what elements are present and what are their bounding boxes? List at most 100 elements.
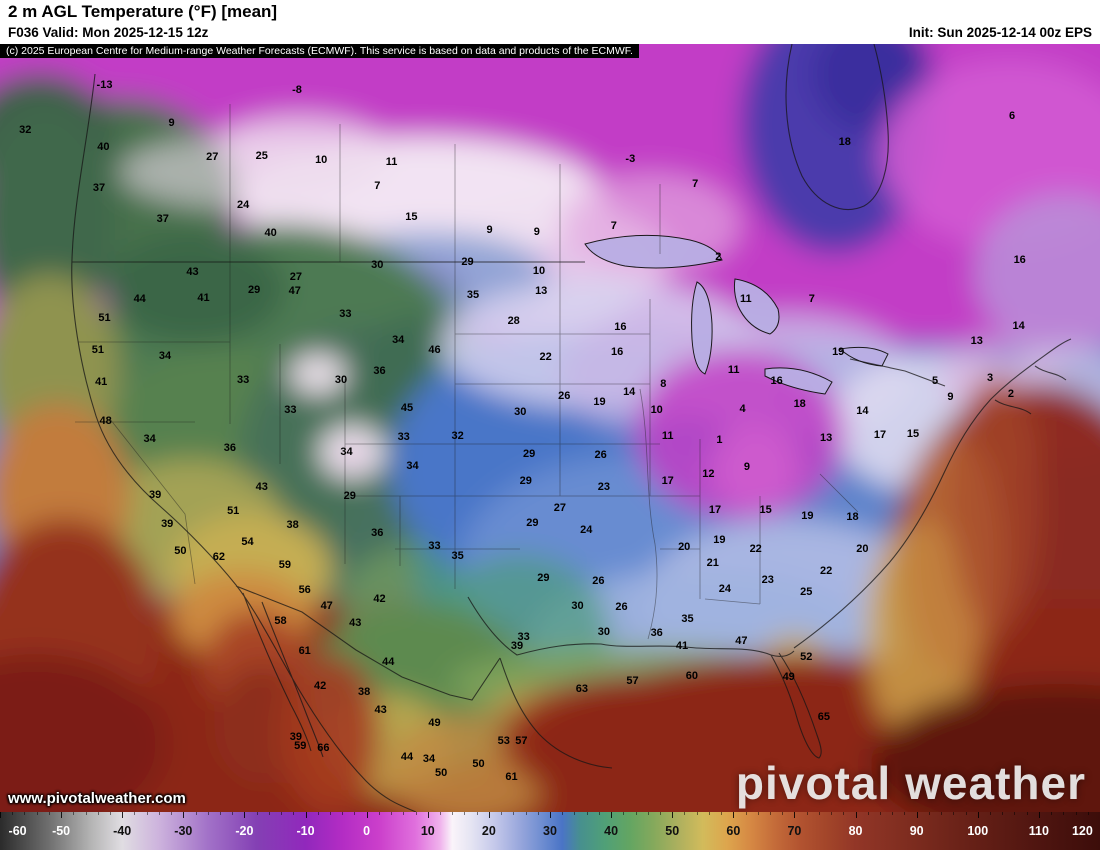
temp-label: 41 (197, 292, 210, 305)
temperature-colorbar: -60 -50 -40 -30 -20 -10 0 10 20 30 40 50 60 70 80 90 100… (0, 812, 1100, 850)
colorbar-tick-mark (183, 812, 185, 818)
temp-label: 30 (371, 259, 384, 272)
temp-label: 13 (819, 431, 833, 444)
temp-label: 13 (970, 335, 983, 348)
temp-label: 16 (770, 375, 783, 388)
colorbar-tick-mark (806, 812, 808, 815)
temp-label: 27 (206, 150, 219, 163)
colorbar-tick-mark (330, 812, 331, 815)
great-lakes (584, 234, 889, 395)
colorbar-tick-label: 70 (787, 824, 802, 838)
temp-label: 7 (692, 177, 699, 190)
colorbar-tick-mark (146, 812, 148, 815)
temp-label: 51 (91, 343, 105, 356)
colorbar-tick-mark (696, 812, 698, 815)
temp-label: 9 (168, 117, 175, 130)
temp-label: 17 (661, 474, 674, 487)
temp-label: 15 (759, 504, 772, 517)
map-canvas[interactable]: (c) 2025 European Centre for Medium-rang… (0, 44, 1100, 812)
colorbar-tick-mark (684, 812, 686, 815)
temp-label: 14 (1012, 319, 1025, 332)
temp-label: 19 (713, 534, 726, 547)
colorbar-tick-mark (708, 812, 710, 815)
colorbar-tick-mark (867, 812, 869, 815)
colorbar-tick-mark (36, 812, 38, 815)
temp-label: 50 (472, 758, 485, 771)
watermark-url: www.pivotalweather.com (8, 790, 186, 807)
colorbar-tick-mark (562, 812, 564, 815)
temp-label: 10 (315, 153, 328, 166)
temp-label: 35 (681, 613, 694, 626)
temp-label: 18 (793, 398, 806, 411)
temp-label: 27 (289, 270, 303, 283)
temp-label: 43 (349, 617, 362, 630)
temp-label: 33 (397, 431, 410, 444)
temp-label: 22 (819, 564, 833, 577)
temp-label: 63 (575, 683, 589, 696)
temp-label: 6 (1008, 110, 1016, 123)
colorbar-tick-mark (391, 812, 393, 815)
temperature-fill-layer (0, 44, 1100, 812)
temp-label: 11 (739, 292, 752, 305)
temp-label: 57 (515, 735, 528, 748)
colorbar-tick-mark (525, 812, 527, 815)
temp-label: 26 (615, 600, 628, 613)
temp-label: 9 (486, 223, 493, 236)
temp-label: 18 (846, 511, 859, 524)
colorbar-tick-label: 80 (848, 824, 863, 838)
temp-label: 7 (808, 292, 815, 305)
temp-label: 29 (461, 256, 474, 269)
colorbar-tick-mark (880, 812, 881, 815)
colorbar-tick-mark (623, 812, 625, 815)
colorbar-tick-label: -40 (113, 824, 132, 838)
temp-label: 20 (678, 541, 691, 554)
temp-label: 44 (400, 750, 414, 763)
temp-label: 11 (385, 156, 398, 169)
colorbar-tick-mark (1063, 812, 1065, 815)
colorbar-tick-mark (904, 812, 906, 815)
temp-label: 39 (161, 518, 174, 530)
colorbar-tick-mark (611, 812, 613, 818)
temp-label: 38 (357, 686, 371, 699)
colorbar-tick-mark (855, 812, 857, 818)
temp-label: 14 (856, 405, 869, 418)
temp-label: 20 (856, 543, 869, 556)
temp-label: 39 (289, 730, 303, 743)
temp-label: 15 (906, 428, 920, 441)
temp-label: 32 (19, 124, 32, 137)
temp-label: 65 (817, 710, 831, 723)
temp-label: 42 (313, 680, 327, 693)
temp-label: 35 (451, 550, 464, 563)
temp-label: 33 (339, 308, 352, 321)
colorbar-tick-mark (501, 812, 503, 815)
temp-label: 17 (873, 428, 887, 441)
colorbar-tick-mark (745, 812, 747, 815)
colorbar-tick-mark (195, 812, 197, 815)
colorbar-tick-mark (256, 812, 258, 815)
colorbar-tick-mark (1014, 812, 1016, 815)
colorbar-tick-mark (73, 812, 75, 815)
colorbar-tick-mark (452, 812, 454, 815)
temp-label: 48 (99, 415, 112, 428)
colorbar-tick-mark (953, 812, 955, 815)
colorbar-tick-mark (598, 812, 600, 815)
colorbar-tick-mark (843, 812, 845, 815)
temp-label: 59 (278, 558, 292, 571)
temp-label: 37 (92, 182, 106, 195)
temp-label: 23 (597, 481, 611, 494)
colorbar-tick-mark (415, 812, 417, 815)
temp-label: -13 (96, 78, 113, 91)
temp-label: 62 (212, 551, 226, 564)
temp-label: 33 (428, 540, 441, 553)
colorbar-tick-mark (965, 812, 967, 815)
colorbar-tick-mark (1038, 812, 1040, 818)
temp-label: 17 (708, 504, 722, 517)
temp-label: 19 (832, 345, 845, 358)
colorbar-tick-mark (232, 812, 234, 815)
temp-label: 25 (255, 150, 268, 163)
temp-label: 61 (505, 770, 518, 783)
temp-label: 51 (98, 312, 111, 325)
temp-label: 44 (382, 656, 395, 669)
temp-label: 34 (340, 445, 353, 458)
